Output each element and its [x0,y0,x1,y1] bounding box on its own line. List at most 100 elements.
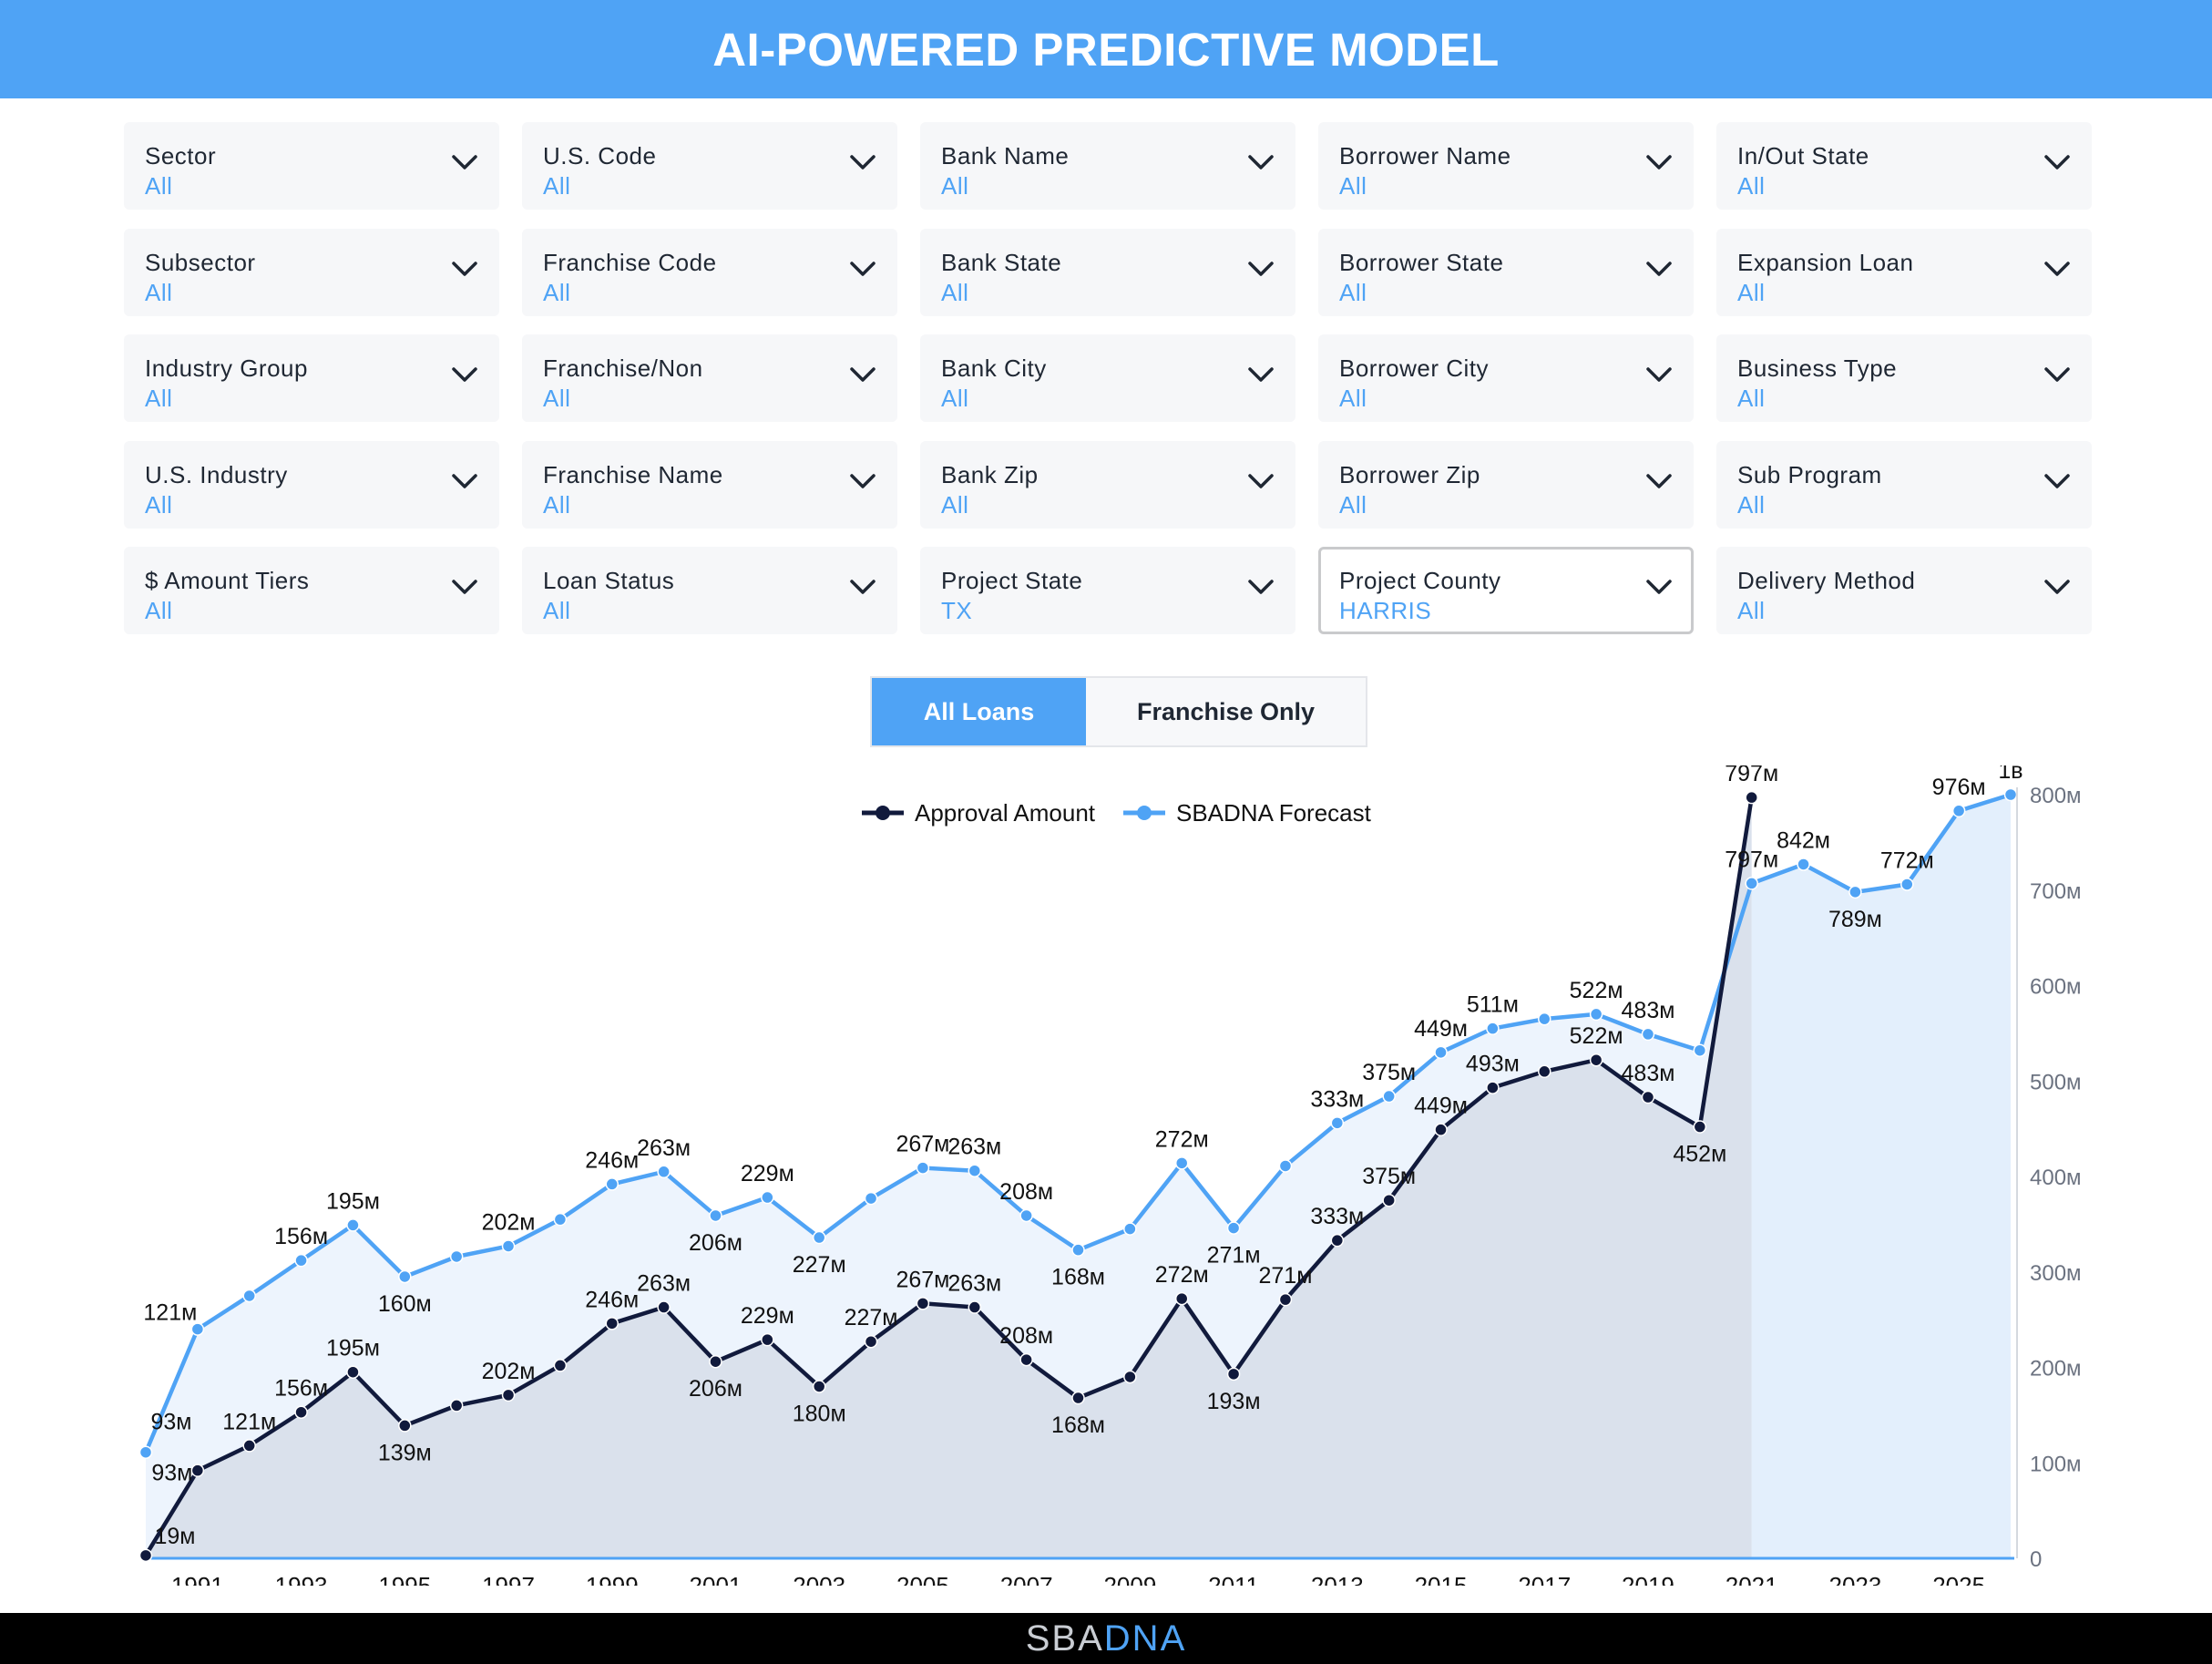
filter-label: Franchise/Non [543,354,703,382]
filter-bank-state[interactable]: Bank State All [920,228,1295,316]
filter-project-state[interactable]: Project State TX [920,547,1295,634]
forecast-data-label: 263м [947,1135,1001,1160]
x-tick-label: 2023 [1828,1572,1881,1586]
filter-subsector[interactable]: Subsector All [124,228,499,316]
approval-data-label: 449м [1414,1094,1468,1119]
filter-bank-city[interactable]: Bank City All [920,334,1295,422]
forecast-point [1019,1208,1033,1223]
forecast-data-label: 271м [1207,1243,1261,1269]
filter-franchise-name[interactable]: Franchise Name All [522,440,897,529]
chevron-down-icon [1248,367,1274,382]
approval-data-label: 202м [482,1359,536,1384]
legend-forecast-label: SBADNA Forecast [1176,799,1372,827]
forecast-data-label: 511м [1467,992,1519,1018]
filter-expansion-loan[interactable]: Expansion Loan All [1716,228,2092,316]
filter-value: All [145,597,173,624]
forecast-point [1745,877,1758,890]
chevron-down-icon [452,155,477,169]
filter-label: Franchise Name [543,460,723,488]
approval-point [1693,1120,1707,1134]
approval-data-label: 272м [1155,1262,1209,1288]
filter-value: All [543,490,571,519]
filter-in-out-state[interactable]: In/Out State All [1716,122,2092,210]
forecast-point [864,1191,878,1206]
x-tick-label: 2001 [690,1572,742,1586]
x-tick-label: 2005 [896,1572,949,1586]
forecast-point [1071,1243,1085,1257]
filter-franchise-non[interactable]: Franchise/Non All [522,334,897,422]
forecast-data-label: 789м [1828,907,1882,932]
forecast-data-label: 1в [1998,765,2023,784]
chevron-down-icon [1248,261,1274,276]
filter-label: Industry Group [145,354,308,382]
y-tick-label: 400м [2030,1166,2082,1190]
filter-sub-program[interactable]: Sub Program All [1716,440,2092,529]
filter-u-s-industry[interactable]: U.S. Industry All [124,440,499,529]
filter-value: HARRIS [1339,597,1432,624]
forecast-point [138,1445,153,1459]
filter-borrower-name[interactable]: Borrower Name All [1318,122,1694,210]
x-tick-label: 2021 [1726,1572,1778,1586]
chevron-down-icon [2044,367,2070,382]
forecast-point [242,1289,256,1303]
filter-label: Loan Status [543,567,675,594]
x-tick-label: 2009 [1103,1572,1156,1586]
filter-project-county[interactable]: Project County HARRIS [1318,547,1694,634]
chevron-down-icon [452,580,477,594]
forecast-data-label: 195м [326,1188,380,1214]
forecast-point [1900,878,1914,891]
filter-bank-name[interactable]: Bank Name All [920,122,1295,210]
chevron-down-icon [2044,261,2070,276]
filter-value: All [941,278,969,306]
forecast-point [398,1269,412,1284]
forecast-data-label: 93м [151,1410,192,1435]
filter-value: All [1339,385,1367,412]
approval-data-label: 522м [1570,1023,1623,1049]
filter-business-type[interactable]: Business Type All [1716,334,2092,422]
filter-value: All [543,172,571,200]
approval-data-label: 195м [326,1336,380,1361]
approval-point [398,1419,412,1433]
filter-value: All [543,597,571,624]
filter-loan-status[interactable]: Loan Status All [522,547,897,634]
approval-point [190,1464,205,1477]
y-tick-label: 800м [2030,784,2082,808]
x-tick-label: 1999 [586,1572,639,1586]
franchise-only-button[interactable]: Franchise Only [1086,678,1366,745]
footer-bar: SBADNA [0,1613,2212,1664]
filter-borrower-state[interactable]: Borrower State All [1318,228,1694,316]
filter-u-s-code[interactable]: U.S. Code All [522,122,897,210]
filter-sector[interactable]: Sector All [124,122,499,210]
approval-point [1745,790,1758,805]
filter-label: Borrower City [1339,354,1489,382]
filter-value: All [941,172,969,200]
forecast-point [346,1218,360,1232]
filter-borrower-zip[interactable]: Borrower Zip All [1318,440,1694,529]
forecast-point [761,1190,774,1205]
filter-amount-tiers[interactable]: $ Amount Tiers All [124,547,499,634]
approval-point [1486,1081,1500,1094]
filter-value: All [1339,172,1367,200]
filter-value: All [1737,490,1766,519]
filter-delivery-method[interactable]: Delivery Method All [1716,547,2092,634]
approval-line [144,796,1754,1557]
approval-data-label: 263м [947,1271,1001,1297]
approval-area [146,797,1752,1558]
forecast-data-label: 156м [274,1224,328,1249]
filter-borrower-city[interactable]: Borrower City All [1318,334,1694,422]
chevron-down-icon [1646,473,1672,488]
filter-industry-group[interactable]: Industry Group All [124,334,499,422]
filter-franchise-code[interactable]: Franchise Code All [522,228,897,316]
forecast-data-label: 333м [1310,1086,1364,1112]
forecast-data-label: 168м [1051,1265,1105,1290]
all-loans-button[interactable]: All Loans [872,678,1086,745]
forecast-data-label: 160м [378,1291,432,1317]
y-tick-label: 500м [2030,1070,2082,1094]
forecast-point [1174,1156,1189,1170]
forecast-data-label: 976м [1932,775,1986,800]
header-bar: AI-POWERED PREDICTIVE MODEL [0,0,2212,98]
filter-bank-zip[interactable]: Bank Zip All [920,440,1295,529]
approval-point [1226,1367,1241,1382]
legend-approval-label: Approval Amount [915,799,1096,827]
forecast-data-label: 375м [1362,1060,1416,1085]
